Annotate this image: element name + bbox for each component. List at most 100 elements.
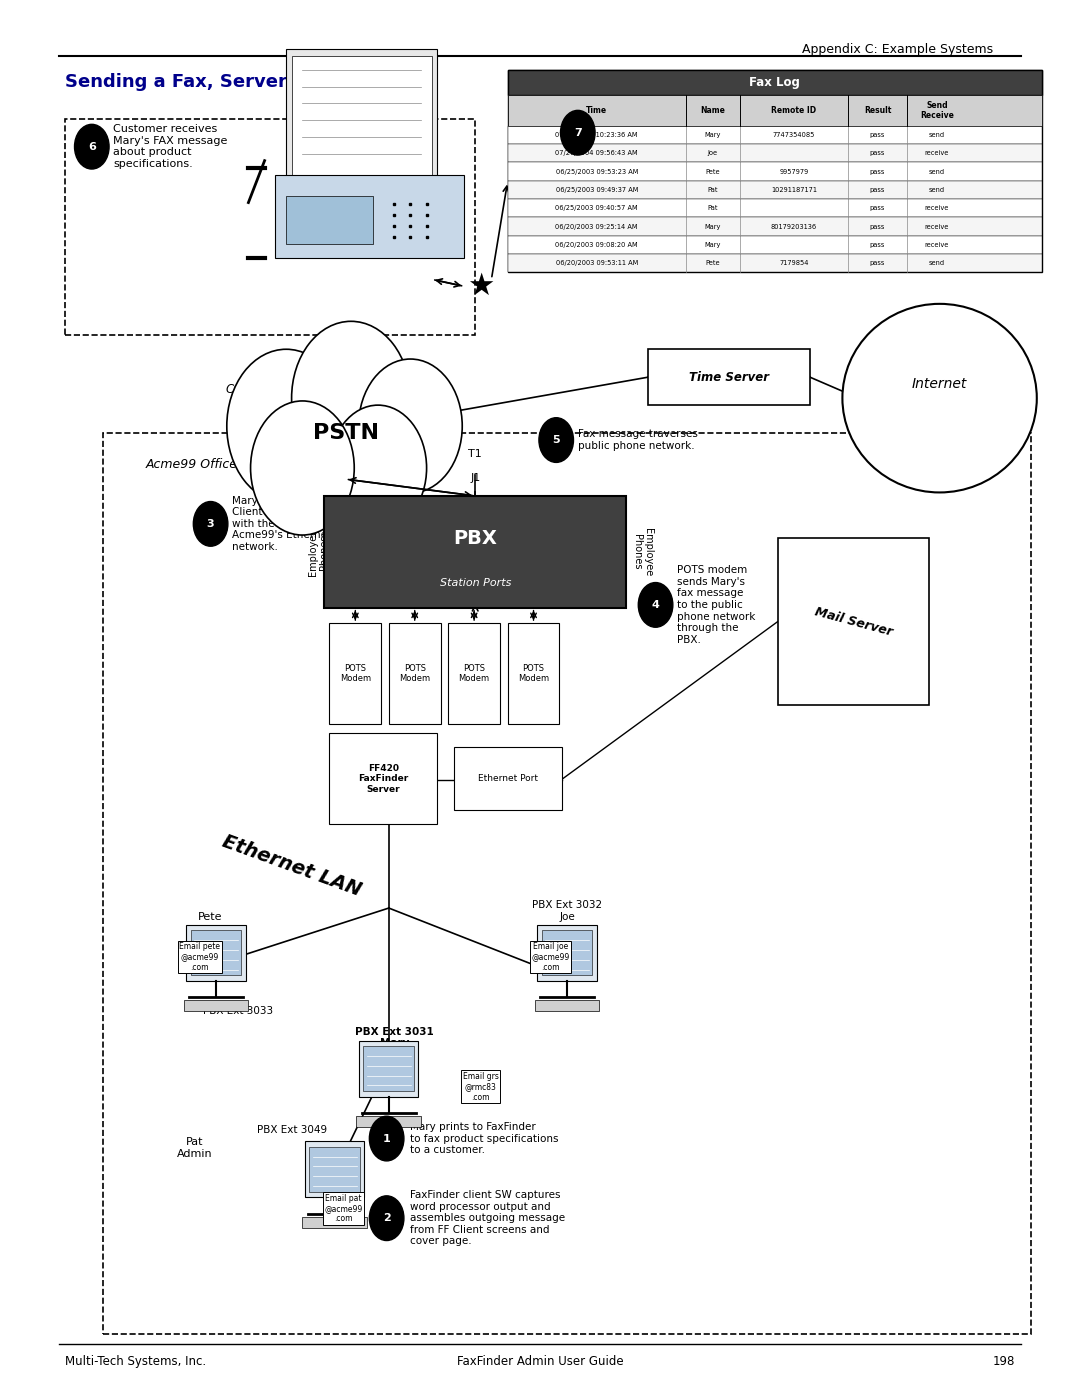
FancyBboxPatch shape bbox=[302, 1217, 367, 1228]
Text: FaxFinder client SW captures
word processor output and
assembles outgoing messag: FaxFinder client SW captures word proces… bbox=[410, 1190, 566, 1246]
Text: 2: 2 bbox=[382, 1213, 391, 1224]
Text: 7747354085: 7747354085 bbox=[772, 131, 815, 138]
Text: pass: pass bbox=[869, 131, 886, 138]
Text: T1: T1 bbox=[469, 448, 482, 460]
Text: Time Server: Time Server bbox=[689, 370, 769, 384]
FancyBboxPatch shape bbox=[535, 1000, 599, 1011]
Text: Joe: Joe bbox=[707, 151, 718, 156]
Text: 06/25/2003 09:40:57 AM: 06/25/2003 09:40:57 AM bbox=[555, 205, 638, 211]
Circle shape bbox=[75, 124, 109, 169]
Text: 9957979: 9957979 bbox=[779, 169, 809, 175]
FancyBboxPatch shape bbox=[448, 623, 500, 724]
Text: 10291187171: 10291187171 bbox=[771, 187, 816, 193]
Text: 1: 1 bbox=[382, 1133, 391, 1144]
Text: FaxFinder Server fax log (★)
indicates successful fax transmission.: FaxFinder Server fax log (★) indicates s… bbox=[603, 122, 813, 144]
Circle shape bbox=[329, 405, 427, 531]
Text: 06/20/2003 09:53:11 AM: 06/20/2003 09:53:11 AM bbox=[555, 260, 638, 267]
Text: Fax message traverses
public phone network.: Fax message traverses public phone netwo… bbox=[578, 429, 698, 451]
FancyBboxPatch shape bbox=[329, 623, 381, 724]
Text: Email grs
@rmc83
.com: Email grs @rmc83 .com bbox=[462, 1071, 499, 1102]
Text: receive: receive bbox=[924, 242, 949, 247]
FancyBboxPatch shape bbox=[187, 925, 246, 981]
Text: Send
Receive: Send Receive bbox=[920, 101, 954, 120]
Text: POTS
Modem: POTS Modem bbox=[340, 664, 370, 683]
FancyBboxPatch shape bbox=[292, 56, 432, 182]
Text: Mary prints to FaxFinder
to fax product specifications
to a customer.: Mary prints to FaxFinder to fax product … bbox=[410, 1122, 559, 1155]
Text: send: send bbox=[929, 260, 945, 267]
FancyBboxPatch shape bbox=[184, 1000, 248, 1011]
Text: Name: Name bbox=[700, 106, 726, 115]
Text: J1: J1 bbox=[470, 472, 481, 483]
Text: 06/25/2003 09:49:37 AM: 06/25/2003 09:49:37 AM bbox=[555, 187, 638, 193]
FancyBboxPatch shape bbox=[508, 126, 1042, 144]
Text: Mail Server: Mail Server bbox=[813, 605, 893, 638]
Text: 80179203136: 80179203136 bbox=[771, 224, 816, 229]
FancyBboxPatch shape bbox=[191, 930, 242, 975]
Text: Pete: Pete bbox=[705, 260, 720, 267]
Text: Mary: Mary bbox=[704, 224, 721, 229]
Text: PBX Ext 3033: PBX Ext 3033 bbox=[203, 1006, 272, 1016]
FancyBboxPatch shape bbox=[309, 1147, 360, 1192]
Text: pass: pass bbox=[869, 260, 886, 267]
Text: ★: ★ bbox=[467, 272, 495, 300]
FancyBboxPatch shape bbox=[356, 1116, 421, 1127]
FancyBboxPatch shape bbox=[389, 623, 441, 724]
Circle shape bbox=[359, 359, 462, 493]
Text: Remote ID: Remote ID bbox=[771, 106, 816, 115]
Text: Employee
Phones: Employee Phones bbox=[632, 528, 653, 576]
Text: pass: pass bbox=[869, 187, 886, 193]
FancyBboxPatch shape bbox=[508, 144, 1042, 162]
Text: Time: Time bbox=[586, 106, 607, 115]
FancyBboxPatch shape bbox=[508, 623, 559, 724]
FancyBboxPatch shape bbox=[508, 236, 1042, 254]
Text: Pat: Pat bbox=[707, 205, 718, 211]
Text: receive: receive bbox=[924, 205, 949, 211]
Text: Multi-Tech Systems, Inc.: Multi-Tech Systems, Inc. bbox=[65, 1355, 206, 1368]
Text: Mary: Mary bbox=[704, 131, 721, 138]
Text: PSTN: PSTN bbox=[312, 423, 379, 443]
Text: receive: receive bbox=[924, 224, 949, 229]
Text: Mary's FaxFinder
Client SW communicates
with the FF420 over
Acme99's Ethernet
ne: Mary's FaxFinder Client SW communicates … bbox=[232, 496, 363, 552]
FancyBboxPatch shape bbox=[305, 1141, 364, 1197]
Text: 06/20/2003 09:08:20 AM: 06/20/2003 09:08:20 AM bbox=[555, 242, 638, 247]
Text: pass: pass bbox=[869, 242, 886, 247]
Bar bbox=[65, 119, 475, 335]
FancyBboxPatch shape bbox=[324, 496, 626, 608]
FancyBboxPatch shape bbox=[359, 1041, 418, 1097]
Text: 07/27/2004 09:56:43 AM: 07/27/2004 09:56:43 AM bbox=[555, 151, 638, 156]
Text: pass: pass bbox=[869, 151, 886, 156]
Text: send: send bbox=[929, 187, 945, 193]
Text: PBX Ext 3031
Mary: PBX Ext 3031 Mary bbox=[355, 1027, 433, 1048]
Text: Ethernet Port: Ethernet Port bbox=[477, 774, 538, 784]
Text: Mary: Mary bbox=[704, 242, 721, 247]
FancyBboxPatch shape bbox=[508, 70, 1042, 272]
Text: Pat
Admin: Pat Admin bbox=[177, 1137, 212, 1158]
Text: 3: 3 bbox=[206, 518, 215, 529]
Circle shape bbox=[638, 583, 673, 627]
Circle shape bbox=[561, 110, 595, 155]
FancyBboxPatch shape bbox=[363, 1046, 414, 1091]
FancyBboxPatch shape bbox=[275, 175, 464, 258]
Circle shape bbox=[539, 418, 573, 462]
Text: PBX: PBX bbox=[454, 529, 497, 548]
FancyBboxPatch shape bbox=[778, 538, 929, 705]
FancyBboxPatch shape bbox=[508, 162, 1042, 180]
Text: PBX Ext 3032
Joe: PBX Ext 3032 Joe bbox=[532, 901, 602, 922]
Circle shape bbox=[251, 401, 354, 535]
FancyBboxPatch shape bbox=[541, 930, 592, 975]
Text: Pat: Pat bbox=[707, 187, 718, 193]
Text: Internet: Internet bbox=[912, 377, 968, 391]
Text: Pete: Pete bbox=[705, 169, 720, 175]
FancyBboxPatch shape bbox=[329, 733, 437, 824]
Text: 06/20/2003 09:25:14 AM: 06/20/2003 09:25:14 AM bbox=[555, 224, 638, 229]
Text: Appendix C: Example Systems: Appendix C: Example Systems bbox=[802, 43, 994, 56]
Text: Customer receives
Mary's FAX message
about product
specifications.: Customer receives Mary's FAX message abo… bbox=[113, 124, 228, 169]
Text: 7: 7 bbox=[573, 127, 582, 138]
FancyBboxPatch shape bbox=[286, 196, 373, 244]
Text: Acme99 Office: Acme99 Office bbox=[146, 458, 238, 471]
Text: 06/25/2003 09:53:23 AM: 06/25/2003 09:53:23 AM bbox=[555, 169, 638, 175]
Text: Fax Log: Fax Log bbox=[750, 75, 800, 89]
Text: pass: pass bbox=[869, 205, 886, 211]
FancyBboxPatch shape bbox=[508, 180, 1042, 200]
Text: POTS modem
sends Mary's
fax message
to the public
phone network
through the
PBX.: POTS modem sends Mary's fax message to t… bbox=[677, 566, 756, 644]
